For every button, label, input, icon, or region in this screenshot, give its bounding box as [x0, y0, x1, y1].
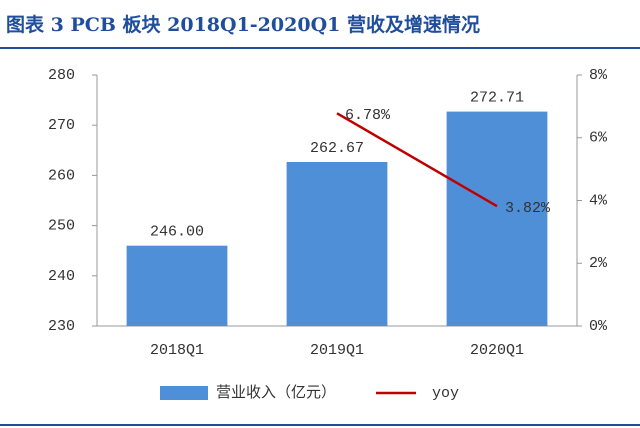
y-tick-label: 230	[48, 318, 75, 335]
legend-label: 营业收入（亿元）	[216, 384, 336, 402]
legend-swatch	[160, 386, 208, 400]
bar	[446, 111, 548, 327]
value-label: 262.67	[310, 140, 364, 157]
y2-tick-label: 0%	[589, 318, 608, 335]
value-label: 272.71	[470, 90, 524, 107]
y-tick-label: 250	[48, 218, 75, 235]
chart-title: 图表 3 PCB 板块 2018Q1-2020Q1 营收及增速情况	[6, 13, 480, 36]
x-tick-label: 2018Q1	[150, 342, 204, 359]
line	[336, 112, 498, 208]
bar	[286, 161, 388, 326]
y-tick-label: 240	[48, 268, 75, 285]
y2-tick-label: 4%	[589, 192, 608, 209]
value-label: 6.78%	[345, 107, 391, 124]
x-tick-label: 2020Q1	[470, 342, 524, 359]
y2-tick-label: 8%	[589, 67, 608, 84]
y2-tick-label: 2%	[589, 255, 608, 272]
y2-tick-label: 6%	[589, 130, 608, 147]
y-tick-label: 280	[48, 67, 75, 84]
y-tick-label: 270	[48, 117, 75, 134]
x-tick-label: 2019Q1	[310, 342, 364, 359]
value-label: 246.00	[150, 224, 204, 241]
y-tick-label: 260	[48, 167, 75, 184]
bar	[126, 245, 228, 326]
value-label: 3.82%	[505, 200, 551, 217]
legend-label: yoy	[432, 385, 459, 402]
